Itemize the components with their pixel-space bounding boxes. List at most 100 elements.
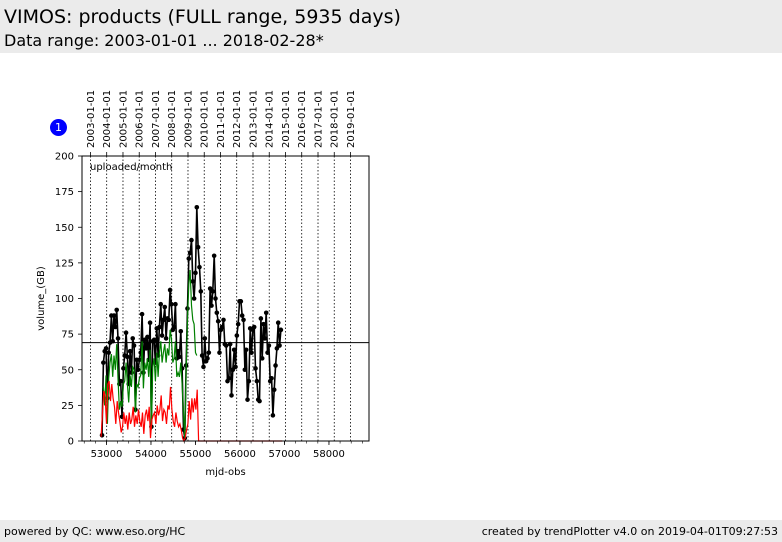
data-point bbox=[243, 347, 249, 353]
data-point bbox=[278, 327, 284, 333]
data-point bbox=[163, 336, 169, 341]
footer-band: powered by QC: www.eso.org/HC created by… bbox=[0, 520, 782, 542]
footer-credit: powered by QC: www.eso.org/HC bbox=[4, 525, 186, 538]
y-axis-tick-label: 150 bbox=[55, 223, 74, 234]
data-point bbox=[266, 343, 272, 348]
top-axis-tick-label: 2017-01-01 bbox=[314, 90, 325, 148]
top-axis-tick-label: 2014-01-01 bbox=[265, 90, 276, 148]
x-axis-tick-label: 55000 bbox=[180, 449, 212, 460]
y-axis-tick-label: 100 bbox=[55, 294, 74, 305]
data-point bbox=[223, 343, 229, 348]
data-point bbox=[199, 353, 205, 358]
data-point bbox=[99, 433, 105, 438]
data-point bbox=[251, 324, 257, 330]
top-axis-tick-label: 2018-01-01 bbox=[330, 90, 341, 148]
y-axis-label: volume_(GB) bbox=[36, 266, 47, 331]
data-point bbox=[139, 311, 145, 317]
data-point bbox=[231, 347, 237, 353]
data-point bbox=[257, 398, 262, 404]
data-point bbox=[214, 310, 220, 316]
top-axis-tick-label: 2013-01-01 bbox=[248, 90, 259, 148]
data-point bbox=[197, 264, 202, 270]
data-point bbox=[127, 348, 133, 354]
top-axis-tick-label: 2019-01-01 bbox=[346, 90, 357, 148]
data-point bbox=[262, 336, 268, 341]
data-point bbox=[166, 317, 172, 323]
data-point bbox=[191, 296, 197, 301]
x-axis-tick-label: 53000 bbox=[91, 449, 123, 460]
top-axis-tick-label: 2004-01-01 bbox=[102, 90, 113, 148]
data-point bbox=[270, 413, 276, 418]
data-point bbox=[246, 378, 252, 384]
data-point bbox=[158, 301, 164, 307]
data-point bbox=[125, 354, 130, 360]
data-point bbox=[137, 357, 142, 363]
data-point bbox=[265, 350, 270, 355]
y-axis-tick-label: 200 bbox=[55, 152, 74, 163]
top-axis-tick-label: 2009-01-01 bbox=[183, 90, 194, 148]
footer-timestamp: created by trendPlotter v4.0 on 2019-04-… bbox=[481, 525, 778, 538]
data-point bbox=[162, 304, 168, 310]
y-axis-tick-label: 75 bbox=[61, 330, 74, 341]
data-point bbox=[175, 348, 181, 354]
data-point bbox=[113, 324, 118, 330]
data-point bbox=[130, 336, 136, 341]
data-point bbox=[193, 270, 198, 276]
data-point bbox=[121, 366, 126, 371]
data-point bbox=[277, 343, 282, 348]
header-band: VIMOS: products (FULL range, 5935 days) … bbox=[0, 0, 782, 53]
x-axis-tick-label: 58000 bbox=[313, 449, 345, 460]
data-point bbox=[238, 299, 244, 304]
trend-chart: 2003-01-01 2004-01-01 2005-01-01 2006-01-01… bbox=[36, 90, 370, 478]
top-axis-tick-label: 2006-01-01 bbox=[135, 90, 146, 148]
data-point bbox=[206, 350, 212, 355]
data-point bbox=[217, 350, 222, 355]
y-axis-tick-label: 0 bbox=[68, 437, 74, 448]
data-point bbox=[258, 316, 264, 321]
data-point bbox=[253, 366, 258, 371]
y-axis-tick-label: 175 bbox=[55, 187, 74, 198]
plot-frame bbox=[81, 155, 370, 442]
data-point bbox=[106, 350, 111, 355]
data-point bbox=[186, 256, 192, 261]
data-point bbox=[161, 317, 166, 323]
data-point bbox=[178, 328, 184, 334]
data-point bbox=[131, 343, 137, 348]
data-range-subtitle: Data range: 2003-01-01 ... 2018-02-28* bbox=[4, 31, 324, 50]
top-axis-tick-label: 2015-01-01 bbox=[281, 90, 292, 148]
top-axis-tick-label: 2007-01-01 bbox=[151, 90, 162, 148]
y-axis-tick-label: 125 bbox=[55, 258, 74, 269]
data-point bbox=[242, 367, 248, 373]
data-point bbox=[177, 354, 182, 360]
x-axis-label: mjd-obs bbox=[205, 467, 245, 478]
data-point bbox=[234, 333, 240, 338]
data-point bbox=[147, 320, 153, 326]
data-point bbox=[215, 319, 221, 324]
data-point bbox=[254, 378, 260, 384]
data-point bbox=[110, 338, 116, 344]
marker-badge: 1 bbox=[50, 119, 67, 136]
data-point bbox=[111, 313, 117, 318]
data-point bbox=[229, 393, 234, 398]
series-line-008000 bbox=[102, 269, 198, 439]
data-point bbox=[245, 397, 250, 402]
data-point bbox=[271, 387, 277, 393]
data-point bbox=[118, 378, 124, 384]
top-axis-tick-label: 2016-01-01 bbox=[297, 90, 308, 148]
data-point bbox=[261, 321, 266, 327]
data-point bbox=[173, 301, 178, 307]
data-point bbox=[157, 324, 162, 330]
data-point bbox=[239, 313, 245, 318]
data-point bbox=[210, 289, 216, 294]
data-point bbox=[275, 320, 281, 326]
plot-annotation: uploaded/month bbox=[90, 162, 172, 173]
data-point bbox=[114, 307, 120, 313]
data-point bbox=[123, 330, 129, 336]
top-axis-tick-label: 2003-01-01 bbox=[86, 90, 97, 148]
data-point bbox=[235, 321, 241, 327]
top-axis-tick-label: 2011-01-01 bbox=[216, 90, 227, 148]
data-point bbox=[198, 289, 204, 294]
data-point bbox=[190, 279, 196, 284]
data-point bbox=[201, 364, 206, 370]
data-point bbox=[213, 296, 218, 301]
